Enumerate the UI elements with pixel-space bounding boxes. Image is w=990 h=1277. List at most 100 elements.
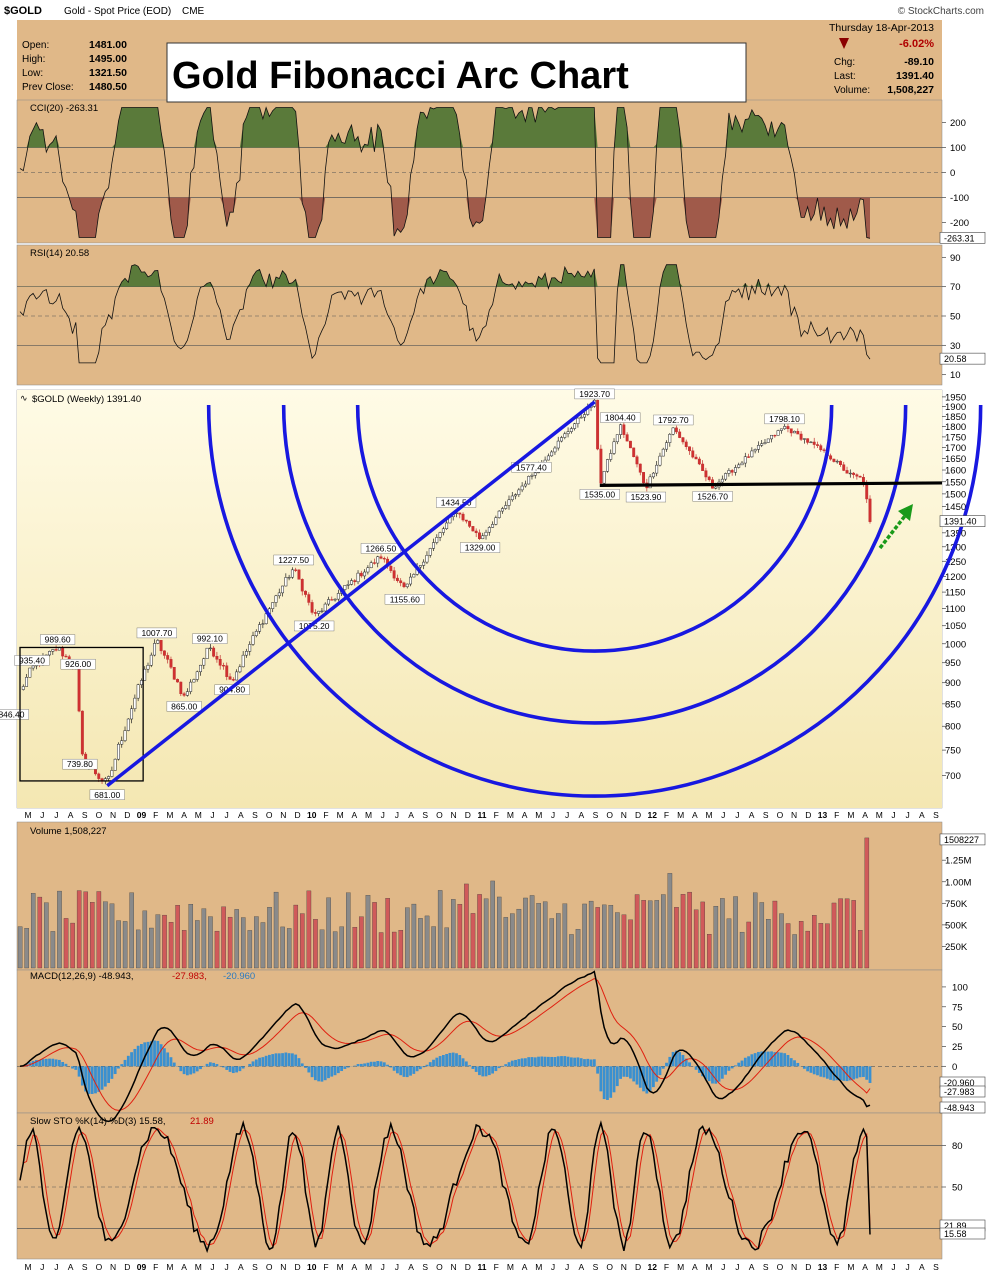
annotation-box (384, 594, 425, 605)
macd-histogram-bar (665, 1062, 668, 1067)
macd-histogram-bar (816, 1066, 819, 1076)
candle-body (500, 508, 504, 512)
macd-histogram-bar (766, 1051, 770, 1067)
candle-body (793, 430, 796, 434)
candle-body (491, 524, 495, 528)
candle-body (159, 640, 163, 652)
x-tick-label: M (365, 810, 372, 820)
candle-body (185, 691, 189, 696)
candle-body (635, 456, 639, 465)
x-tick-label: M (847, 1262, 854, 1272)
x-tick-label: M (705, 810, 712, 820)
macd-histogram-bar (789, 1058, 793, 1067)
volume-bar (168, 922, 174, 969)
x-tick-label: M (24, 810, 31, 820)
price-bg (17, 390, 942, 808)
candle-body (816, 444, 819, 446)
volume-bar (326, 897, 331, 969)
candle-body (546, 455, 550, 461)
macd-histogram-bar (195, 1066, 199, 1072)
candle-body (80, 710, 84, 755)
candle-body (812, 441, 816, 445)
macd-histogram-bar (268, 1054, 271, 1067)
volume-bar (490, 880, 495, 969)
stat-value: 1,508,227 (887, 84, 934, 96)
macd-histogram-bar (418, 1066, 422, 1070)
y-tick-label: 75 (952, 1002, 963, 1013)
macd-histogram-bar (415, 1066, 419, 1072)
y-tick-label: 0 (952, 1062, 957, 1073)
x-tick-label: J (551, 1262, 555, 1272)
candle-body (497, 510, 501, 518)
macd-histogram-bar (497, 1066, 501, 1069)
x-tick-label: O (96, 810, 103, 820)
y-tick-label: 700 (945, 771, 961, 782)
candle-body (179, 681, 183, 694)
volume-bar (188, 904, 194, 969)
candle-body (839, 460, 842, 465)
macd-histogram-bar (648, 1066, 652, 1091)
volume-last-value: 1508227 (944, 835, 979, 845)
macd-histogram-bar (848, 1066, 852, 1081)
x-tick-label: D (635, 810, 641, 820)
volume-bar (818, 923, 824, 969)
candle-body (320, 610, 324, 613)
volume-bar (181, 930, 187, 969)
macd-histogram-bar (313, 1066, 317, 1081)
annotation-box (600, 412, 641, 423)
y-tick-label: 1700 (945, 443, 966, 454)
macd-histogram-bar (448, 1052, 452, 1067)
candle-body (684, 441, 688, 447)
y-tick-label: 1600 (945, 466, 966, 477)
annotation-box (653, 414, 694, 426)
macd-histogram-bar (343, 1066, 347, 1069)
candle-body (25, 677, 29, 687)
volume-bar (667, 873, 673, 969)
price-annotation: 846.40 (0, 709, 25, 719)
x-tick-label: F (494, 810, 499, 820)
candle-body (359, 572, 363, 577)
x-tick-label: F (153, 810, 158, 820)
x-tick-label: D (124, 810, 130, 820)
candle-body (671, 427, 675, 435)
x-tick-label: A (181, 1262, 187, 1272)
macd-histogram-bar (222, 1066, 225, 1068)
candle-body (402, 582, 406, 588)
candle-body (750, 450, 754, 458)
candle-body (323, 603, 327, 612)
volume-bar (214, 930, 220, 969)
macd-histogram-bar (560, 1056, 563, 1067)
macd-histogram-bar (839, 1066, 842, 1081)
chart-title: Gold Fibonacci Arc Chart (172, 55, 629, 97)
cci-last-value: -263.31 (944, 233, 975, 243)
stat-label: Volume: (834, 85, 870, 96)
macd-histogram-bar (622, 1066, 626, 1077)
price-annotation: 935.40 (19, 655, 45, 665)
macd-histogram-bar (215, 1064, 219, 1067)
candle-body (858, 475, 862, 478)
candle-body (313, 612, 317, 614)
candle-body (333, 598, 337, 601)
x-tick-label: D (124, 1262, 130, 1272)
x-tick-label: N (280, 810, 286, 820)
volume-bar (858, 930, 863, 969)
volume-bar (647, 900, 653, 969)
price-annotation: 865.00 (171, 701, 197, 711)
candle-body (474, 530, 478, 534)
annotation-box (574, 388, 615, 400)
macd-histogram-bar (809, 1066, 813, 1073)
x-tick-label: A (351, 810, 357, 820)
x-tick-label: M (337, 810, 344, 820)
volume-bar (431, 926, 436, 969)
price-annotation: 1075.20 (299, 621, 330, 631)
volume-chart: 1.25M 1.00M 750K 500K 250K 1508227 Volume 1,50… (17, 826, 986, 969)
volume-bar (700, 901, 705, 969)
price-annotation: 1535.00 (584, 489, 615, 499)
volume-bar (234, 909, 239, 969)
candle-body (284, 577, 288, 587)
candle-body (573, 423, 577, 429)
x-tick-label: J (395, 810, 399, 820)
macd-histogram-bar (747, 1056, 750, 1067)
candle-body (218, 659, 222, 666)
annotation-box (625, 491, 667, 503)
